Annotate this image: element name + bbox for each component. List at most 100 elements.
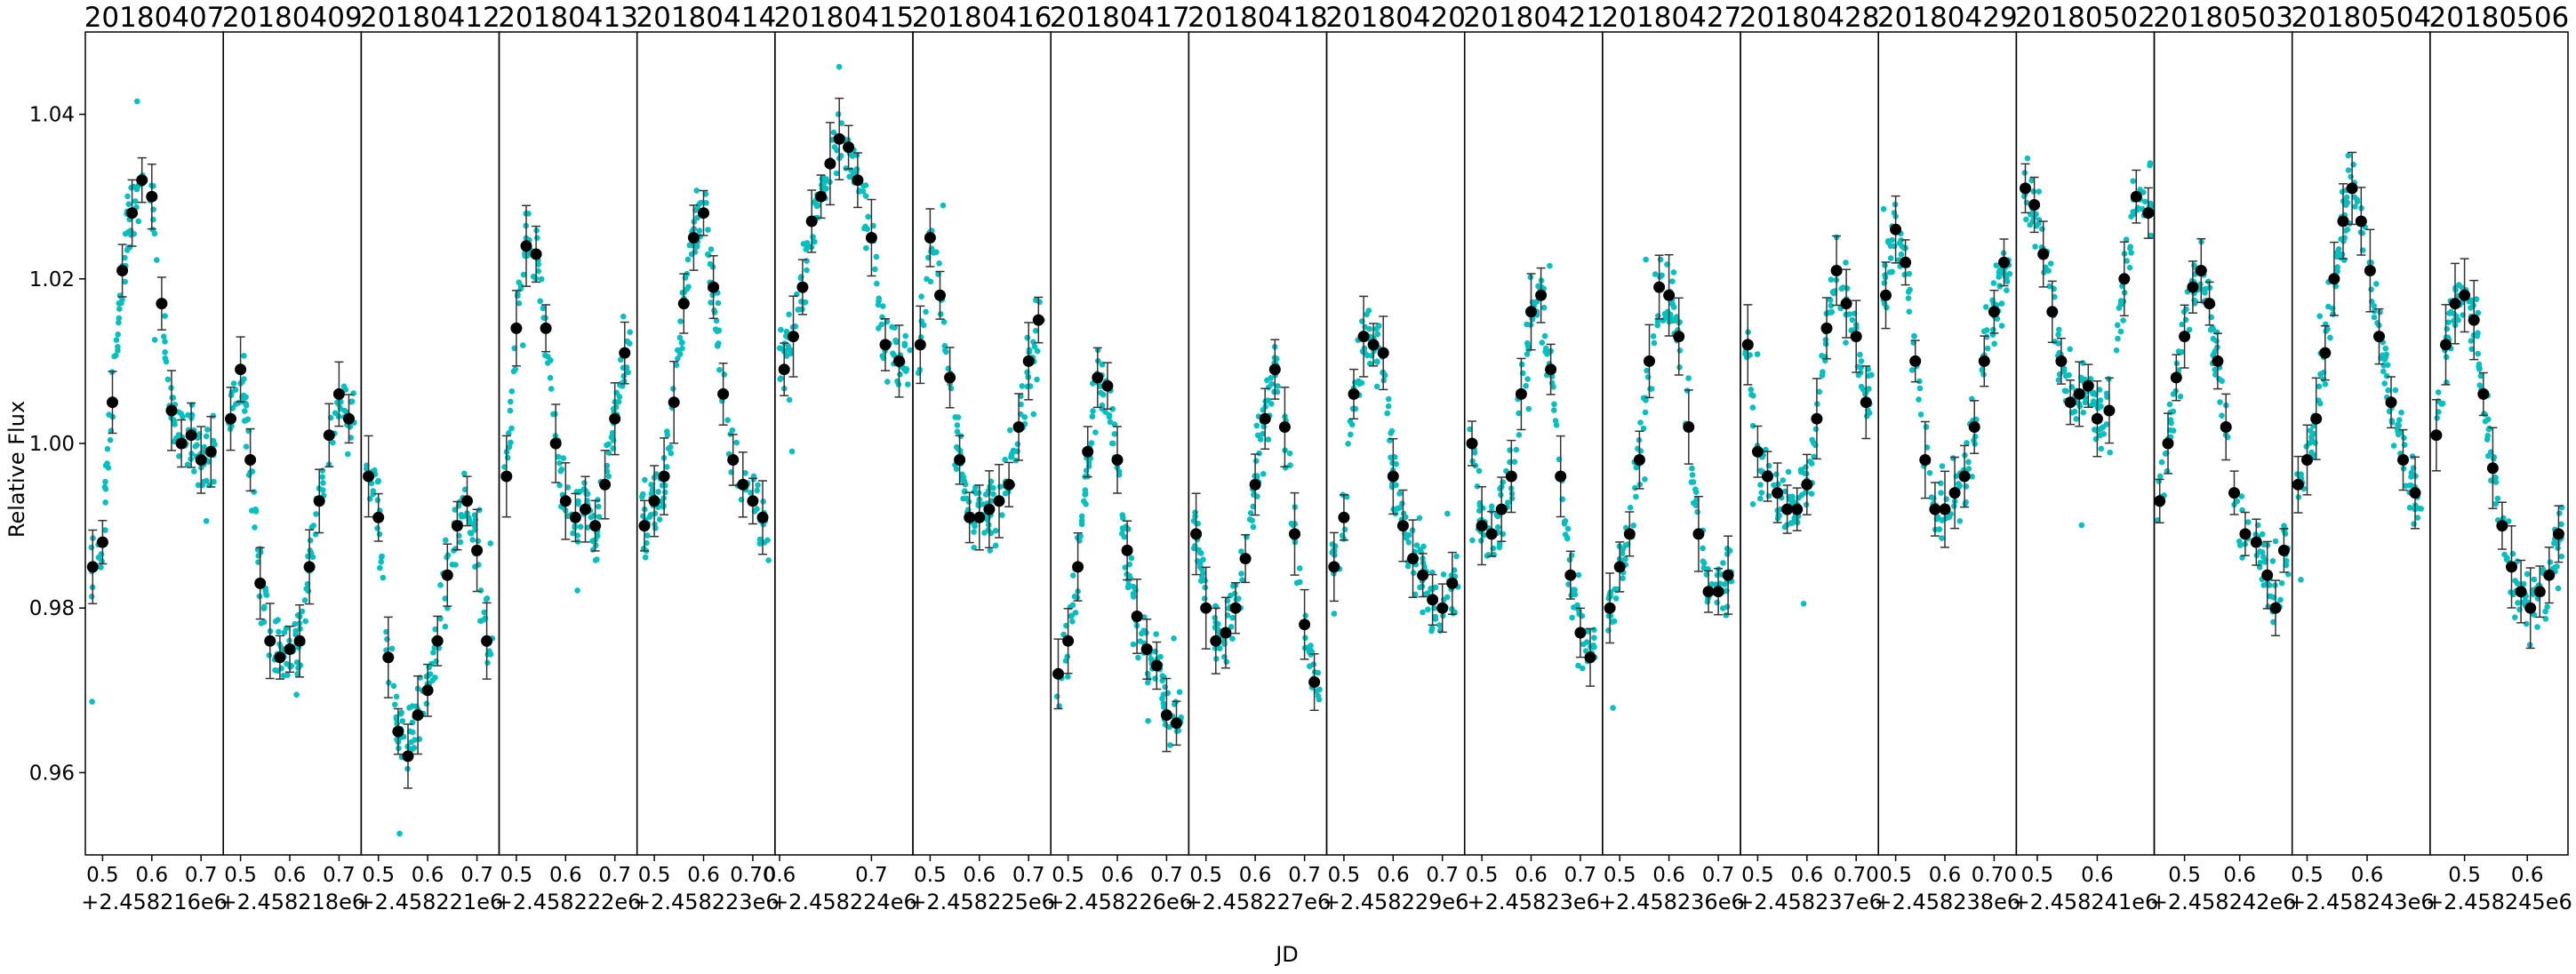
- raw-point: [1121, 533, 1128, 540]
- raw-point: [1700, 545, 1706, 552]
- raw-point: [703, 200, 709, 206]
- binned-point: [569, 511, 581, 523]
- x-tick-label: 0.5: [2021, 864, 2054, 887]
- raw-point: [537, 298, 543, 305]
- raw-point: [299, 608, 306, 615]
- binned-point: [1673, 331, 1685, 343]
- raw-point: [1469, 537, 1476, 544]
- binned-point: [1466, 437, 1478, 450]
- raw-point: [2142, 198, 2148, 205]
- raw-point: [1524, 343, 1532, 349]
- raw-point: [545, 354, 551, 360]
- raw-point: [378, 558, 385, 565]
- raw-point: [1692, 486, 1699, 492]
- binned-point: [843, 141, 855, 154]
- raw-point: [251, 489, 258, 495]
- raw-point: [933, 249, 940, 256]
- binned-point: [1190, 528, 1203, 540]
- x-tick-label: 0.5: [86, 864, 119, 887]
- binned-point: [1663, 289, 1676, 301]
- binned-point: [1564, 569, 1577, 581]
- raw-point: [1229, 614, 1236, 621]
- raw-point: [804, 258, 810, 264]
- x-tick-label: 0.7: [1150, 864, 1183, 887]
- raw-point: [1444, 594, 1451, 601]
- raw-point: [810, 234, 816, 240]
- binned-point: [86, 561, 99, 573]
- raw-point: [1633, 493, 1639, 500]
- raw-point: [1812, 426, 1820, 433]
- raw-point: [2494, 495, 2501, 502]
- x-tick-label: 0.5: [224, 864, 257, 887]
- raw-point: [642, 476, 648, 483]
- raw-point: [2209, 324, 2216, 331]
- raw-point: [560, 455, 567, 461]
- raw-point: [1926, 469, 1933, 476]
- raw-point: [610, 437, 617, 443]
- x-offset-label: +2.458225e6: [908, 890, 1055, 914]
- raw-point: [1721, 581, 1728, 587]
- raw-point: [1880, 205, 1887, 212]
- raw-point: [548, 386, 555, 392]
- raw-point: [721, 371, 728, 378]
- x-tick-label: 0.6: [2081, 864, 2114, 887]
- raw-point: [1822, 340, 1829, 347]
- raw-point: [1787, 496, 1794, 503]
- raw-point: [1887, 243, 1894, 250]
- raw-point: [1996, 274, 2002, 280]
- raw-point: [2245, 519, 2252, 525]
- raw-point: [2043, 264, 2049, 271]
- raw-point: [1969, 474, 1975, 480]
- raw-point: [116, 300, 123, 307]
- raw-point: [307, 537, 314, 544]
- raw-point: [959, 471, 965, 478]
- raw-point: [2555, 540, 2561, 547]
- raw-point: [2398, 409, 2404, 416]
- raw-point: [2520, 580, 2527, 587]
- raw-point: [1065, 674, 1071, 680]
- raw-point: [1612, 595, 1620, 602]
- raw-point: [1125, 581, 1132, 588]
- x-offset-label: +2.458227e6: [1185, 890, 1332, 914]
- binned-point: [559, 495, 572, 507]
- raw-point: [675, 355, 681, 362]
- raw-point: [520, 271, 527, 278]
- raw-point: [520, 342, 526, 348]
- raw-point: [2127, 244, 2133, 251]
- raw-point: [558, 466, 565, 473]
- raw-point: [1249, 517, 1255, 523]
- raw-point: [203, 433, 210, 440]
- raw-point: [345, 451, 351, 458]
- raw-point: [116, 319, 122, 326]
- raw-point: [874, 280, 880, 287]
- binned-point: [944, 371, 956, 384]
- binned-point: [1357, 331, 1370, 343]
- raw-point: [2492, 479, 2500, 485]
- panel-title: 20180413: [498, 2, 638, 34]
- raw-point: [1720, 560, 1726, 566]
- x-tick-label: 0.6: [1652, 864, 1685, 887]
- binned-point: [619, 347, 631, 359]
- raw-point: [1053, 693, 1060, 699]
- raw-point: [2056, 326, 2062, 333]
- raw-point: [670, 386, 676, 392]
- raw-point: [1630, 523, 1636, 529]
- raw-point: [1019, 383, 1026, 389]
- raw-point: [873, 253, 880, 260]
- raw-point: [2382, 345, 2388, 352]
- binned-point: [648, 495, 660, 507]
- raw-point: [1900, 244, 1906, 251]
- binned-point: [1584, 651, 1596, 664]
- binned-point: [274, 651, 286, 664]
- raw-point: [1268, 380, 1275, 387]
- binned-point: [2073, 387, 2085, 400]
- raw-point: [272, 667, 278, 674]
- x-offset-label: +2.458222e6: [495, 890, 642, 914]
- binned-point: [589, 520, 602, 532]
- raw-point: [1609, 619, 1616, 625]
- raw-point: [2345, 167, 2352, 173]
- raw-point: [2368, 259, 2374, 266]
- binned-point: [372, 511, 385, 523]
- raw-point: [544, 360, 551, 366]
- raw-point: [2278, 579, 2285, 587]
